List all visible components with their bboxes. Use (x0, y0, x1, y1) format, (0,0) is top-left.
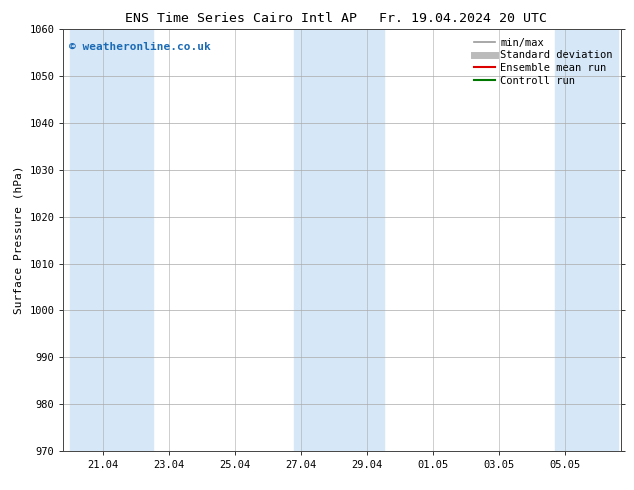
Bar (555, 29, 618, 451)
Bar (70, 29, 153, 451)
Y-axis label: Surface Pressure (hPa): Surface Pressure (hPa) (14, 166, 24, 315)
Text: © weatheronline.co.uk: © weatheronline.co.uk (69, 42, 210, 52)
Bar (294, 29, 384, 451)
Legend: min/max, Standard deviation, Ensemble mean run, Controll run: min/max, Standard deviation, Ensemble me… (471, 35, 616, 89)
Text: ENS Time Series Cairo Intl AP: ENS Time Series Cairo Intl AP (125, 12, 357, 25)
Text: Fr. 19.04.2024 20 UTC: Fr. 19.04.2024 20 UTC (379, 12, 547, 25)
